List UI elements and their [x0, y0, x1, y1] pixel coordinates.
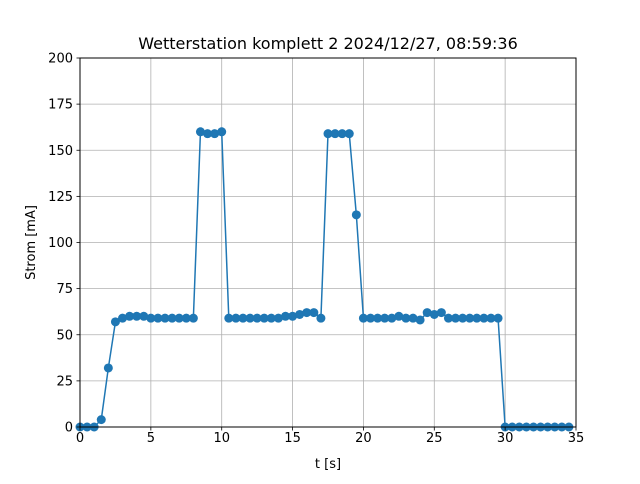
y-axis-label: Strom [mA]: [24, 205, 39, 280]
y-tick-label: 125: [48, 190, 73, 205]
y-tick-label: 50: [56, 328, 73, 343]
data-point: [401, 313, 411, 323]
data-point: [295, 309, 305, 319]
data-point: [415, 315, 425, 325]
data-point: [231, 313, 241, 323]
data-point: [160, 313, 170, 323]
data-point: [351, 210, 361, 220]
x-axis: 0 5 10 15 20 25 30 35: [76, 427, 584, 446]
data-point: [280, 311, 290, 321]
data-point: [366, 313, 376, 323]
x-axis-label: t [s]: [315, 457, 341, 472]
data-point: [422, 308, 432, 318]
data-point: [139, 311, 149, 321]
data-point: [103, 363, 113, 373]
data-point: [408, 313, 418, 323]
data-point: [96, 415, 106, 425]
x-tick-label: 25: [426, 431, 443, 446]
chart-title: Wetterstation komplett 2 2024/12/27, 08:…: [138, 34, 518, 53]
data-point: [245, 313, 255, 323]
data-point: [146, 313, 156, 323]
data-point: [443, 313, 453, 323]
data-point: [132, 311, 142, 321]
data-point: [337, 129, 347, 139]
data-point: [181, 313, 191, 323]
data-point: [217, 127, 227, 137]
y-tick-label: 175: [48, 98, 73, 113]
x-tick-label: 35: [568, 431, 585, 446]
data-point: [273, 313, 283, 323]
data-point: [344, 129, 354, 139]
data-point: [436, 308, 446, 318]
data-point: [316, 313, 326, 323]
data-point: [451, 313, 461, 323]
y-tick-label: 25: [56, 374, 73, 389]
x-tick-label: 15: [284, 431, 301, 446]
data-point: [153, 313, 163, 323]
data-point: [302, 308, 312, 318]
data-point: [479, 313, 489, 323]
data-point: [458, 313, 468, 323]
data-point: [380, 313, 390, 323]
data-point: [210, 129, 220, 139]
data-point: [387, 313, 397, 323]
data-point: [174, 313, 184, 323]
data-point: [195, 127, 205, 137]
data-point: [323, 129, 333, 139]
y-tick-label: 150: [48, 144, 73, 159]
data-point: [465, 313, 475, 323]
x-tick-label: 20: [355, 431, 372, 446]
data-point: [188, 313, 198, 323]
x-tick-label: 0: [76, 431, 84, 446]
data-point: [429, 309, 439, 319]
data-point: [125, 311, 135, 321]
x-tick-label: 5: [147, 431, 155, 446]
data-point: [266, 313, 276, 323]
data-point: [118, 313, 128, 323]
data-point: [238, 313, 248, 323]
y-tick-label: 200: [48, 52, 73, 67]
data-point: [486, 313, 496, 323]
data-point: [110, 317, 120, 327]
data-point: [373, 313, 383, 323]
data-point: [259, 313, 269, 323]
x-tick-label: 10: [213, 431, 230, 446]
y-tick-label: 0: [65, 421, 73, 436]
data-point: [309, 308, 319, 318]
data-point: [330, 129, 340, 139]
y-tick-label: 75: [56, 282, 73, 297]
data-point: [288, 311, 298, 321]
data-point: [224, 313, 234, 323]
data-point: [203, 129, 213, 139]
data-point: [394, 311, 404, 321]
data-point: [493, 313, 503, 323]
data-point: [252, 313, 262, 323]
data-point: [472, 313, 482, 323]
y-axis: 0 25 50 75 100 125 150 175 200: [48, 52, 80, 436]
x-tick-label: 30: [497, 431, 514, 446]
y-tick-label: 100: [48, 236, 73, 251]
data-point: [358, 313, 368, 323]
data-point: [167, 313, 177, 323]
